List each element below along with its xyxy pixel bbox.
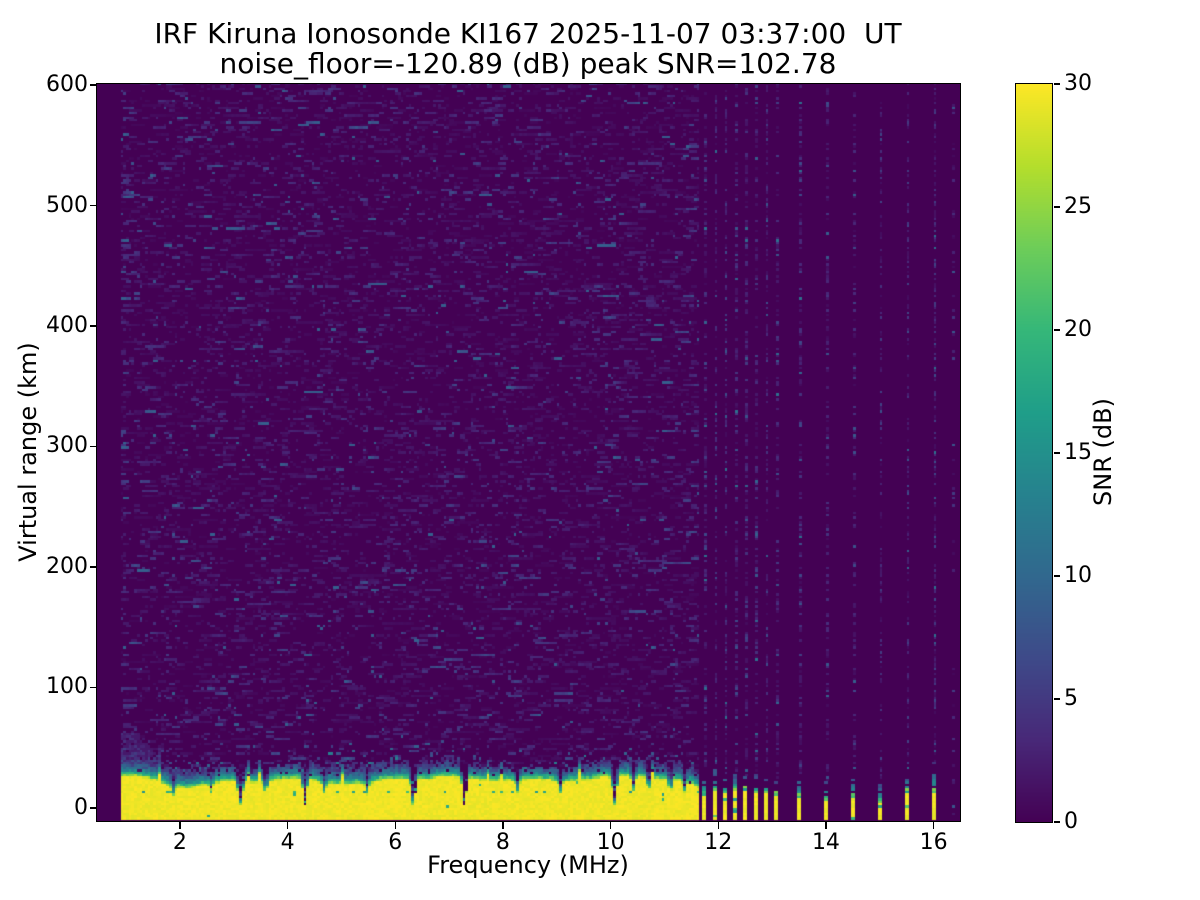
colorbar-tick-label: 30	[1064, 71, 1092, 96]
y-tick-mark	[89, 84, 97, 86]
y-tick-label: 600	[46, 72, 88, 98]
colorbar-canvas	[1016, 84, 1052, 822]
x-tick-mark	[286, 821, 289, 829]
plot-title: IRF Kiruna Ionosonde KI167 2025-11-07 03…	[128, 19, 928, 79]
y-tick-mark	[89, 204, 97, 207]
colorbar-tick-mark	[1053, 452, 1060, 454]
x-tick-mark	[717, 821, 720, 829]
colorbar-tick-label: 25	[1064, 194, 1092, 219]
y-tick-label: 300	[46, 433, 88, 459]
colorbar-tick-mark	[1053, 821, 1060, 823]
colorbar-tick-label: 5	[1064, 686, 1078, 711]
y-tick-mark	[89, 686, 97, 689]
x-tick-mark	[932, 821, 935, 829]
title-line-1: IRF Kiruna Ionosonde KI167 2025-11-07 03…	[154, 17, 902, 50]
x-tick-label: 6	[388, 830, 403, 855]
x-tick-label: 4	[280, 830, 295, 855]
x-tick-label: 10	[596, 830, 625, 855]
x-tick-mark	[502, 821, 504, 829]
x-tick-label: 14	[811, 830, 840, 855]
y-tick-mark	[89, 807, 97, 809]
y-tick-label: 400	[46, 313, 88, 339]
x-tick-label: 12	[704, 830, 733, 855]
colorbar-tick-mark	[1053, 329, 1060, 331]
y-tick-mark	[89, 445, 97, 448]
x-tick-label: 8	[495, 830, 510, 855]
colorbar-tick-mark	[1053, 698, 1060, 700]
y-tick-mark	[89, 566, 97, 568]
y-tick-label: 500	[46, 192, 88, 218]
y-tick-mark	[89, 325, 97, 327]
x-tick-mark	[394, 821, 396, 829]
x-tick-mark	[609, 821, 612, 829]
title-line-2: noise_floor=-120.89 (dB) peak SNR=102.78	[219, 47, 837, 80]
colorbar-tick-label: 15	[1064, 440, 1092, 465]
plot-frame	[95, 82, 961, 822]
y-tick-label: 0	[74, 794, 88, 820]
x-tick-mark	[179, 821, 181, 829]
x-tick-label: 2	[172, 830, 187, 855]
x-tick-mark	[825, 821, 827, 829]
colorbar-frame	[1014, 82, 1053, 823]
colorbar-tick-label: 20	[1064, 317, 1092, 342]
colorbar-tick-mark	[1053, 575, 1060, 577]
y-tick-label: 200	[46, 553, 88, 579]
colorbar-tick-mark	[1053, 83, 1060, 85]
x-tick-label: 16	[919, 830, 948, 855]
x-axis-label: Frequency (MHz)	[427, 851, 629, 879]
y-tick-label: 100	[46, 674, 88, 700]
heatmap-canvas	[97, 84, 960, 821]
colorbar-tick-mark	[1053, 206, 1060, 208]
colorbar-tick-label: 0	[1064, 809, 1078, 834]
colorbar-tick-label: 10	[1064, 563, 1092, 588]
